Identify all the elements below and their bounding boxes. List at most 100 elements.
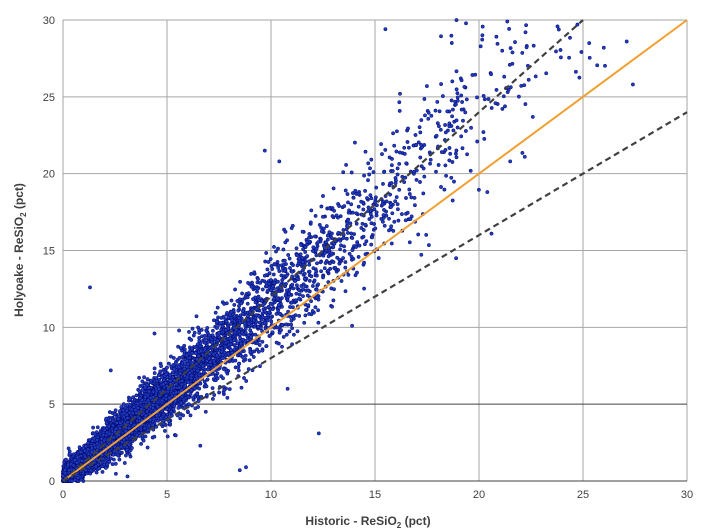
data-point (363, 188, 368, 193)
data-point (453, 102, 458, 107)
data-point (314, 295, 319, 300)
data-point (450, 160, 455, 164)
data-point (289, 226, 294, 231)
data-point (271, 272, 276, 277)
data-point (445, 109, 450, 114)
data-point (290, 282, 295, 287)
data-point (388, 202, 393, 206)
data-point (575, 22, 580, 27)
data-point (428, 161, 433, 166)
data-point (438, 127, 443, 132)
data-point (308, 220, 313, 225)
data-point (251, 355, 256, 359)
data-point (276, 246, 280, 251)
data-point (428, 157, 433, 162)
data-point (389, 163, 394, 168)
data-point (463, 110, 468, 115)
data-point (220, 356, 225, 361)
data-point (294, 246, 299, 251)
data-point (301, 287, 306, 292)
data-point (320, 214, 325, 219)
data-point (293, 279, 298, 284)
data-point (435, 121, 440, 126)
data-point (346, 272, 351, 277)
data-point (387, 216, 391, 221)
data-point (246, 367, 251, 372)
data-point (343, 260, 348, 265)
data-point (406, 126, 410, 131)
data-point (450, 107, 455, 112)
data-point (256, 294, 261, 299)
data-point (295, 329, 300, 334)
data-point (291, 263, 296, 268)
data-point (332, 208, 337, 213)
data-point (210, 340, 215, 345)
data-point (143, 434, 148, 439)
data-point (137, 375, 142, 380)
data-point (368, 166, 372, 171)
data-point (327, 206, 332, 211)
data-point (232, 302, 237, 307)
data-point (291, 332, 296, 337)
data-point (475, 139, 480, 144)
data-point (362, 242, 367, 247)
data-point (376, 256, 381, 261)
data-point (406, 145, 411, 150)
data-point (352, 140, 357, 145)
data-point (284, 332, 289, 337)
data-point (279, 323, 284, 328)
data-point (95, 425, 100, 430)
data-point (372, 207, 377, 212)
data-point (246, 280, 251, 285)
data-point (313, 305, 318, 310)
data-point (331, 186, 336, 191)
data-point (422, 97, 427, 101)
data-point (204, 384, 209, 389)
data-point (389, 181, 394, 186)
data-point (243, 326, 248, 331)
data-point (346, 210, 351, 215)
data-point (339, 279, 344, 283)
data-point (364, 239, 369, 244)
data-point (595, 63, 600, 68)
data-point (188, 413, 193, 418)
data-point (522, 83, 527, 88)
data-point (310, 284, 315, 288)
data-point (263, 321, 268, 326)
data-point (422, 174, 427, 179)
data-point (374, 203, 379, 208)
data-point (419, 164, 424, 169)
data-point (464, 97, 469, 102)
data-point (366, 161, 371, 166)
data-point (218, 352, 222, 357)
data-point (442, 187, 447, 192)
data-point (475, 95, 479, 100)
data-point (380, 152, 384, 157)
data-point (349, 231, 354, 236)
data-point (313, 213, 318, 218)
data-point (297, 292, 302, 297)
data-point (388, 192, 393, 197)
data-point (152, 434, 157, 439)
data-point (279, 273, 284, 278)
data-point (307, 232, 312, 236)
data-point (395, 202, 400, 207)
data-point (304, 308, 308, 312)
data-point (449, 98, 454, 103)
data-point (454, 87, 459, 92)
data-point (116, 453, 121, 458)
data-point (450, 198, 455, 203)
data-point (402, 145, 407, 150)
data-point (407, 192, 412, 196)
data-point (505, 19, 510, 24)
data-point (321, 275, 325, 280)
data-point (277, 269, 282, 274)
data-point (350, 210, 355, 215)
data-point (480, 37, 485, 42)
data-point (443, 130, 448, 135)
data-point (314, 287, 319, 292)
data-point (286, 253, 291, 257)
data-point (316, 282, 321, 287)
data-point (379, 216, 384, 221)
